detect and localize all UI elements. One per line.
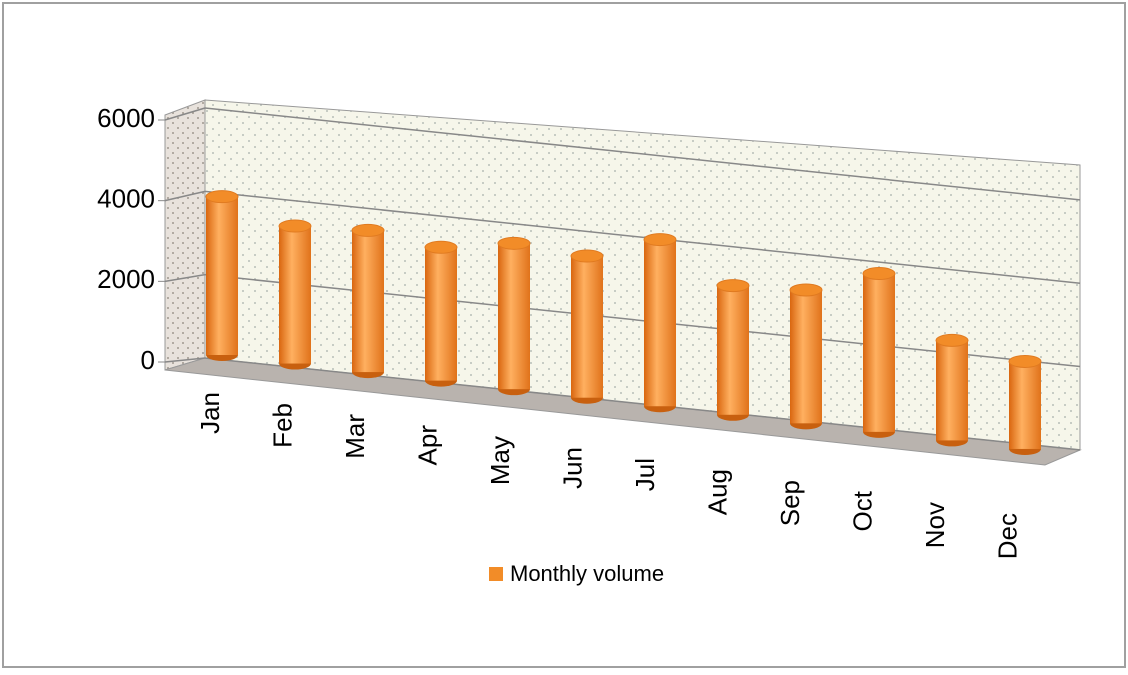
x-tick-label: Nov bbox=[920, 502, 950, 548]
bar-top bbox=[716, 279, 750, 293]
x-tick-label: Apr bbox=[412, 425, 442, 466]
bar-top bbox=[789, 283, 823, 297]
bar-body bbox=[352, 230, 384, 373]
bar bbox=[570, 249, 604, 404]
x-tick-label: Mar bbox=[340, 414, 370, 459]
x-tick-label: May bbox=[485, 436, 515, 485]
grid-line bbox=[164, 107, 206, 121]
x-tick-label: Feb bbox=[267, 403, 297, 448]
y-tick-label: 2000 bbox=[97, 264, 155, 294]
grid-line bbox=[164, 273, 206, 283]
bar bbox=[935, 333, 969, 447]
bar-top bbox=[862, 267, 896, 281]
grid-line bbox=[204, 190, 1081, 284]
bar-body bbox=[279, 226, 311, 364]
bar-top bbox=[570, 249, 604, 263]
bar bbox=[205, 190, 239, 361]
legend-label: Monthly volume bbox=[510, 561, 664, 586]
grid-line bbox=[204, 107, 1081, 201]
side-wall bbox=[164, 99, 206, 371]
grid-line bbox=[164, 190, 206, 202]
bar bbox=[862, 267, 896, 438]
bar-top bbox=[424, 240, 458, 254]
bar-top bbox=[351, 223, 385, 237]
grid-line bbox=[204, 273, 1081, 368]
grid-line bbox=[204, 357, 1081, 451]
bar-top bbox=[643, 233, 677, 247]
bar-top bbox=[935, 333, 969, 347]
bar bbox=[424, 240, 458, 387]
bar-top bbox=[1008, 354, 1042, 368]
x-tick-label: Jan bbox=[195, 392, 225, 434]
bar bbox=[643, 233, 677, 413]
x-tick-label: Jul bbox=[630, 458, 660, 491]
bar-body bbox=[863, 273, 895, 432]
bar-body bbox=[1009, 361, 1041, 449]
bar bbox=[789, 283, 823, 430]
bar-body bbox=[206, 196, 238, 355]
bar bbox=[716, 279, 750, 421]
x-tick-label: Jun bbox=[557, 447, 587, 489]
bar bbox=[351, 223, 385, 379]
bar-body bbox=[425, 247, 457, 381]
bar-top bbox=[205, 190, 239, 204]
bar-body bbox=[571, 256, 603, 398]
floor bbox=[164, 357, 1082, 466]
bar-body bbox=[644, 239, 676, 407]
x-tick-label: Sep bbox=[775, 480, 805, 526]
bar-body bbox=[936, 340, 968, 441]
bar bbox=[497, 236, 531, 396]
x-tick-label: Aug bbox=[702, 469, 732, 515]
x-tick-label: Oct bbox=[847, 490, 877, 531]
legend-swatch bbox=[489, 567, 503, 581]
plot: 0 2000 4000 6000 Jan Feb Mar Apr May Jun Jul Aug Sep… bbox=[97, 103, 1081, 559]
grid-line bbox=[164, 357, 206, 363]
bar-top bbox=[278, 219, 312, 233]
bar-body bbox=[498, 243, 530, 390]
y-tick-label: 6000 bbox=[97, 103, 155, 133]
bar-top bbox=[497, 236, 531, 250]
bar-body bbox=[790, 289, 822, 424]
x-tick-label: Dec bbox=[992, 513, 1022, 559]
bar-body bbox=[717, 285, 749, 415]
y-tick-label: 4000 bbox=[97, 184, 155, 214]
y-tick-label: 0 bbox=[141, 345, 155, 375]
bar bbox=[1008, 354, 1042, 455]
bar bbox=[278, 219, 312, 370]
